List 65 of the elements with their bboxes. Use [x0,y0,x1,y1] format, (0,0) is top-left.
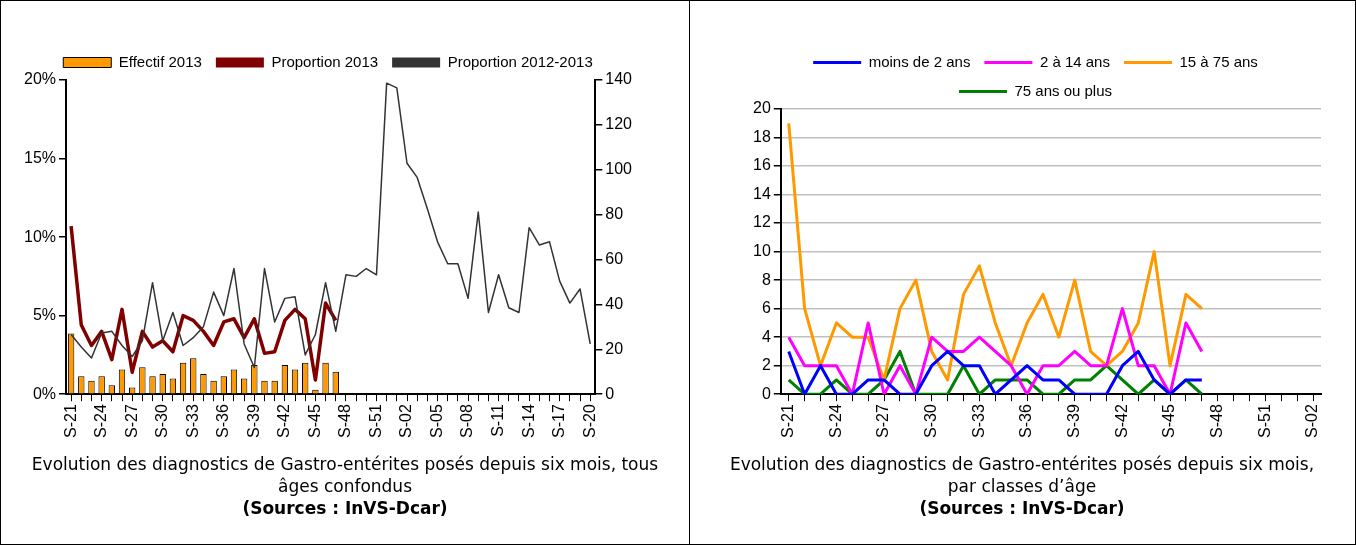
y-tick-label: 10% [23,227,57,245]
y-tick-label: 0 [761,384,771,402]
x-tick-label: S-02 [1303,404,1321,438]
x-tick-label: S-21 [779,404,797,438]
text: Evolution des diagnostics de Gastro-entérites posés depuis six mois, par classes d’âge [728,453,1316,497]
y2-tick-label: 40 [605,294,624,312]
x-tick-label: S-24 [826,404,844,438]
y2-tick-label: 0 [605,384,615,402]
y-tick-label: 18 [753,127,771,145]
x-tick-label: S-02 [397,404,415,438]
text: (Sources : InVS-Dcar) [241,497,449,519]
x-tick-label: S-33 [183,404,201,438]
y-tick-label: 20 [753,99,771,117]
y-tick-label: 2 [761,356,771,374]
x-tick-label: S-17 [550,404,568,438]
x-tick-label: S-42 [275,404,293,438]
x-tick-label: S-05 [427,404,445,438]
x-tick-label: S-51 [1255,404,1273,438]
y2-tick-label: 100 [605,160,633,178]
x-tick-label: S-48 [1208,404,1226,438]
legend-label: Proportion 2013 [271,52,379,70]
y-tick-label: 20% [23,70,57,88]
y-tick-label: 4 [761,327,771,345]
x-tick-label: S-27 [874,404,892,438]
y-tick-label: 14 [753,184,771,202]
y-tick-label: 10 [753,242,771,260]
x-tick-label: S-42 [1112,404,1130,438]
x-tick-label: S-08 [458,404,476,438]
x-tick-label: S-20 [580,404,598,438]
x-tick-label: S-33 [969,404,987,438]
x-tick-label: S-11 [489,404,507,437]
legend-label: 15 à 75 ans [1179,52,1258,70]
y-tick-label: 6 [761,299,771,317]
x-tick-label: S-14 [519,404,537,438]
x-tick-label: S-36 [1017,404,1035,438]
y-tick-label: 0% [32,384,57,402]
legend-label: 2 à 14 ans [1039,52,1110,70]
y2-tick-label: 20 [605,339,624,357]
x-tick-label: S-27 [122,404,140,438]
x-tick-label: S-30 [922,404,940,438]
x-tick-label: S-24 [92,404,110,438]
y-tick-label: 15% [23,148,57,166]
y-tick-label: 5% [32,306,57,324]
text: Evolution des diagnostics de Gastro-entérites posés depuis six mois, tous âges confondus [31,453,659,497]
y2-tick-label: 120 [605,115,633,133]
legend-label: 75 ans ou plus [1014,81,1113,99]
legend-label: moins de 2 ans [868,52,971,70]
x-tick-label: S-39 [1065,404,1083,438]
x-tick-label: S-21 [61,404,79,438]
x-tick-label: S-36 [214,404,232,438]
x-tick-label: S-45 [1160,404,1178,438]
text: (Sources : InVS-Dcar) [918,497,1126,519]
legend-label: Effectif 2013 [118,52,202,70]
y2-tick-label: 60 [605,249,624,267]
y2-tick-label: 80 [605,205,624,223]
y-tick-label: 12 [753,213,771,231]
y-tick-label: 16 [753,156,771,174]
y2-tick-label: 140 [605,70,633,88]
legend-label: Proportion 2012-2013 [447,52,593,70]
x-tick-label: S-51 [366,404,384,438]
x-tick-label: S-30 [153,404,171,438]
x-tick-label: S-48 [336,404,354,438]
y-tick-label: 8 [761,270,771,288]
x-tick-label: S-45 [305,404,323,438]
x-tick-label: S-39 [244,404,262,438]
